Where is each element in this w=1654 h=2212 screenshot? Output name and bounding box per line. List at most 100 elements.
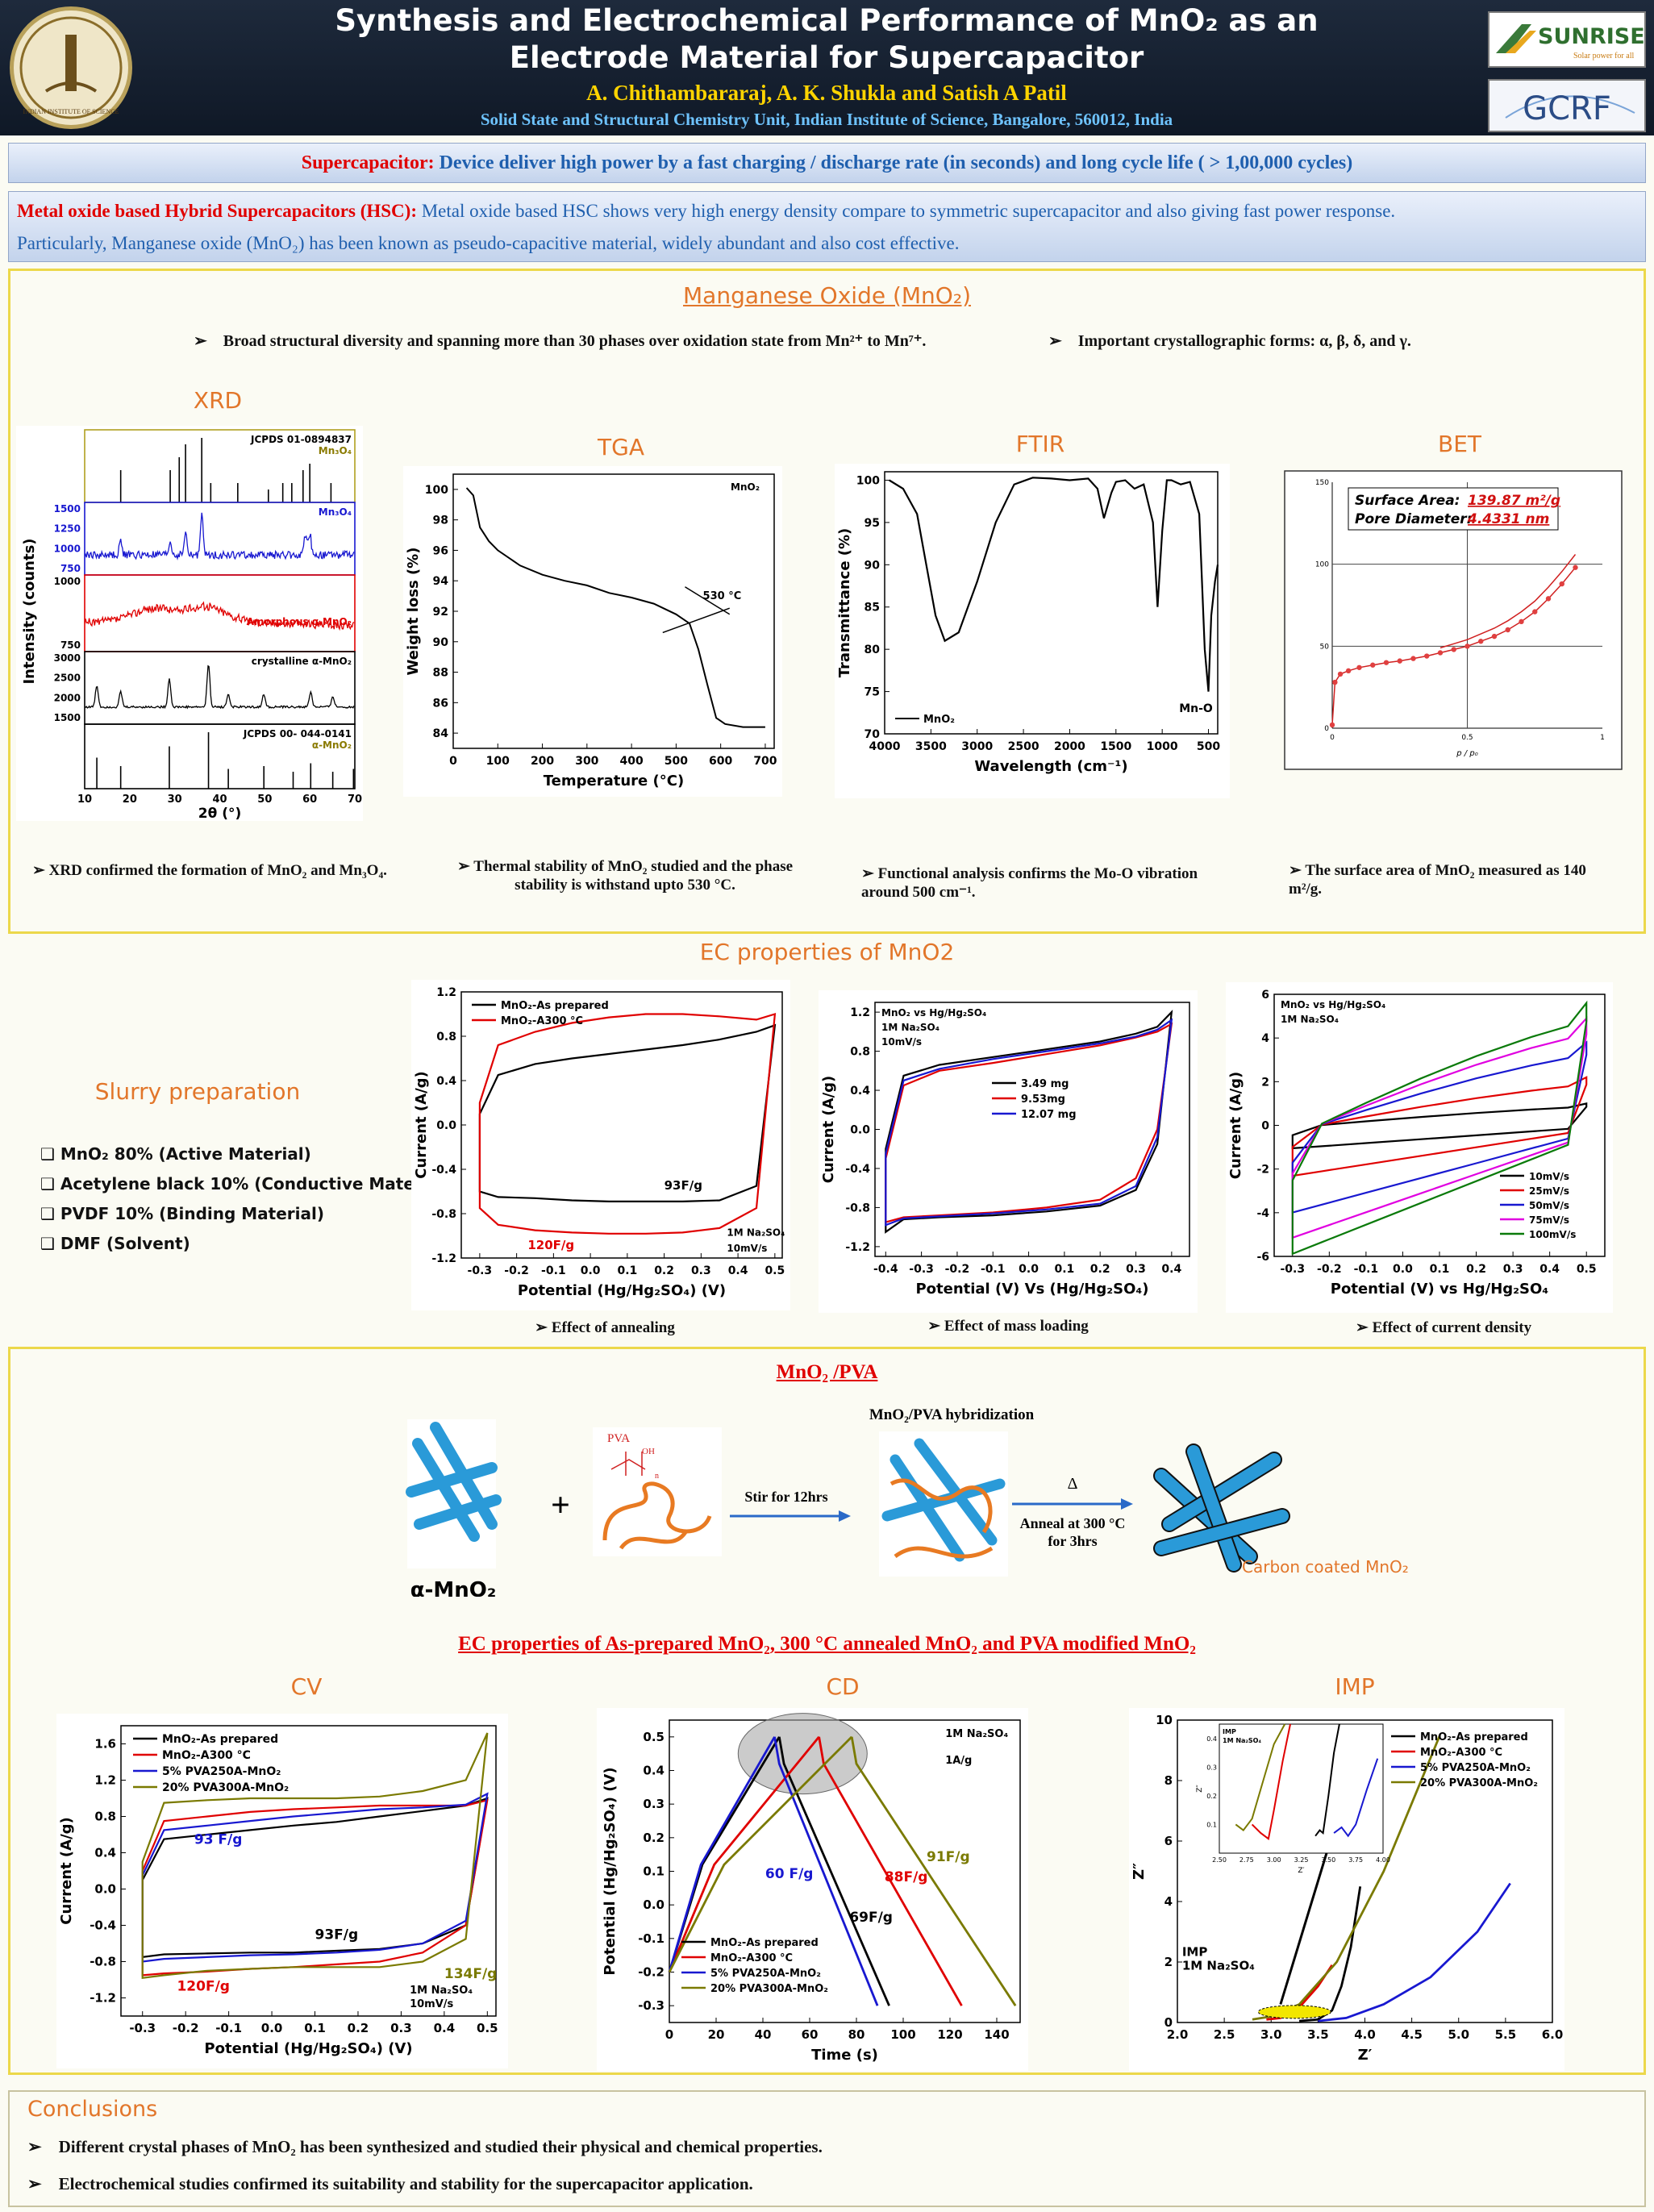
mno2-bullet-2: ➢ Important crystallographic forms: α, β…	[1048, 331, 1411, 351]
x-tick-label: 0.5	[477, 2021, 498, 2035]
x-tick-label: 10	[77, 794, 92, 806]
y-tick-label: 90	[864, 559, 881, 572]
y-tick-label: 84	[433, 727, 449, 740]
tga-annotation: 530 °C	[703, 590, 742, 602]
x-axis-label: Temperature (°C)	[544, 773, 684, 789]
y-tick-label: 0.4	[94, 1846, 116, 1860]
y-tick-label: 1.6	[94, 1737, 116, 1752]
capacitance-label: 93F/g	[315, 1927, 359, 1943]
y-tick-label: 0	[1261, 1120, 1269, 1133]
x-tick-label: 100	[486, 755, 510, 768]
affiliation: Solid State and Structural Chemistry Uni…	[480, 110, 1173, 129]
bet-point	[1464, 644, 1470, 649]
y-tick-label: 1500	[54, 712, 81, 723]
xrd-pattern-label: crystalline α-MnO₂	[252, 656, 352, 667]
x-tick-label: 0.4	[434, 2021, 456, 2035]
cv-loop	[1291, 1000, 1588, 1256]
legend-entry: 3.49 mg	[1021, 1078, 1069, 1090]
electrolyte-label: 1M Na₂SO₄	[881, 1022, 939, 1033]
capacitance-label: 93 F/g	[194, 1831, 243, 1847]
x-tick-label: 2000	[1054, 740, 1085, 753]
y-tick-label: 0.4	[436, 1075, 456, 1088]
x-tick-label: 2500	[1008, 740, 1039, 753]
capacitance-label: 60 F/g	[765, 1866, 814, 1882]
inset-nyquist-curve	[1333, 1758, 1379, 1838]
x-tick-label: -0.1	[215, 2021, 242, 2035]
x-tick-label: 400	[619, 755, 643, 768]
x-tick-label: 5.5	[1495, 2027, 1517, 2042]
cd-pva-chart: 0 20 40 60 80 100 120 140 -0.3 -0.2 -0.1 0.0 0.1 0.2 0…	[597, 1708, 1028, 2071]
x-axis-label: Z′	[1358, 2047, 1373, 2064]
legend-entry: MnO₂-As prepared	[710, 1937, 819, 1949]
x-tick-label: 0.0	[1393, 1263, 1413, 1276]
y-tick-label: -1.2	[90, 1991, 116, 2006]
legend-entry: 20% PVA300A-MnO₂	[1420, 1777, 1538, 1789]
x-tick-label: 100	[890, 2027, 915, 2042]
x-tick-label: 4000	[869, 740, 901, 753]
x-tick-label: -0.3	[129, 2021, 156, 2035]
y-tick-label: 88	[433, 667, 448, 680]
electrolyte-label: 1M Na₂SO₄	[1182, 1958, 1255, 1972]
mno2-rod	[412, 1438, 480, 1542]
y-axis-label: Transmittance (%)	[836, 528, 853, 678]
x-tick-label: 700	[753, 755, 777, 768]
inset-arrow	[1279, 1835, 1334, 2005]
x-tick-label: 2.0	[1167, 2027, 1189, 2042]
legend-entry: 20% PVA300A-MnO₂	[162, 1781, 289, 1794]
electrolyte-label: 1M Na₂SO₄	[727, 1227, 785, 1239]
y-axis-label: Current (A/g)	[58, 1817, 75, 1925]
plot-frame	[452, 473, 775, 749]
bet-pore-value: 4.4331 nm	[1467, 511, 1549, 527]
y-tick-label: 98	[433, 514, 448, 527]
bullet-marker: ➢	[861, 865, 874, 882]
xrd-subpanel	[84, 723, 356, 789]
bet-point	[1505, 627, 1510, 633]
cv-loop	[1291, 1015, 1588, 1239]
mass-caption: ➢ Effect of mass loading	[887, 1317, 1129, 1335]
bet-point	[1437, 650, 1444, 656]
mno2-rod	[406, 1462, 498, 1498]
inset-x-tick-label: 4.00	[1376, 1856, 1390, 1864]
y-axis-label: Intensity (counts)	[21, 538, 38, 684]
x-tick-label: 0.5	[765, 1264, 785, 1277]
bet-surface-value: 139.87 m²/g	[1468, 493, 1560, 509]
y-tick-label: 75	[864, 686, 880, 699]
bet-point	[1397, 658, 1402, 664]
charge-curve	[668, 1735, 853, 1973]
y-tick-label: 2	[1164, 1955, 1173, 1969]
y-tick-label: 750	[60, 563, 81, 574]
tga-title: TGA	[598, 434, 644, 460]
plot-frame	[460, 991, 783, 1259]
y-axis-label: Weight loss (%)	[405, 548, 422, 676]
plot-frame	[884, 471, 1219, 735]
x-tick-label: 1	[1600, 734, 1605, 742]
legend-entry: MnO₂-A300 °C	[501, 1015, 583, 1027]
conclusion-item-text: Electrochemical studies confirmed its su…	[58, 2174, 753, 2193]
bet-point	[1532, 609, 1538, 614]
ftir-caption: ➢ Functional analysis confirms the Mo-O …	[861, 864, 1248, 902]
x-axis-label: 2θ (°)	[198, 806, 241, 821]
x-tick-label: 20	[123, 794, 137, 806]
oh-label: OH	[642, 1447, 655, 1456]
cv-annealing-chart: -0.3 -0.2 -0.1 0.0 0.1 0.2 0.3 0.4 0.5 -1.2 -0.8 -0…	[411, 980, 790, 1310]
xrd-reference-label: JCPDS 01-0894837	[250, 434, 352, 445]
x-tick-label: 80	[848, 2027, 865, 2042]
slurry-item-text: Acetylene black 10% (Conductive Material…	[60, 1174, 452, 1193]
inset-x-tick-label: 2.75	[1239, 1856, 1254, 1864]
bullet-marker: ➢	[194, 332, 207, 350]
x-tick-label: -0.2	[945, 1263, 970, 1276]
current-density-label: 1A/g	[945, 1755, 972, 1767]
y-tick-label: 0.4	[850, 1085, 870, 1098]
x-tick-label: 60	[302, 794, 317, 806]
y-axis-label: Current (A/g)	[1227, 1072, 1244, 1180]
bet-point	[1410, 656, 1416, 661]
plot-frame	[120, 1725, 497, 2017]
tga-legend: MnO₂	[731, 481, 760, 493]
y-tick-label: 100	[1315, 561, 1329, 569]
legend-entry: 75mV/s	[1529, 1214, 1569, 1226]
mno2-rod	[1187, 1445, 1240, 1571]
tga-arrow	[685, 586, 731, 615]
bullet-marker: ➢	[1289, 862, 1302, 879]
alpha-mno2-label: α-MnO₂	[410, 1578, 497, 1597]
bet-point	[1370, 662, 1376, 668]
